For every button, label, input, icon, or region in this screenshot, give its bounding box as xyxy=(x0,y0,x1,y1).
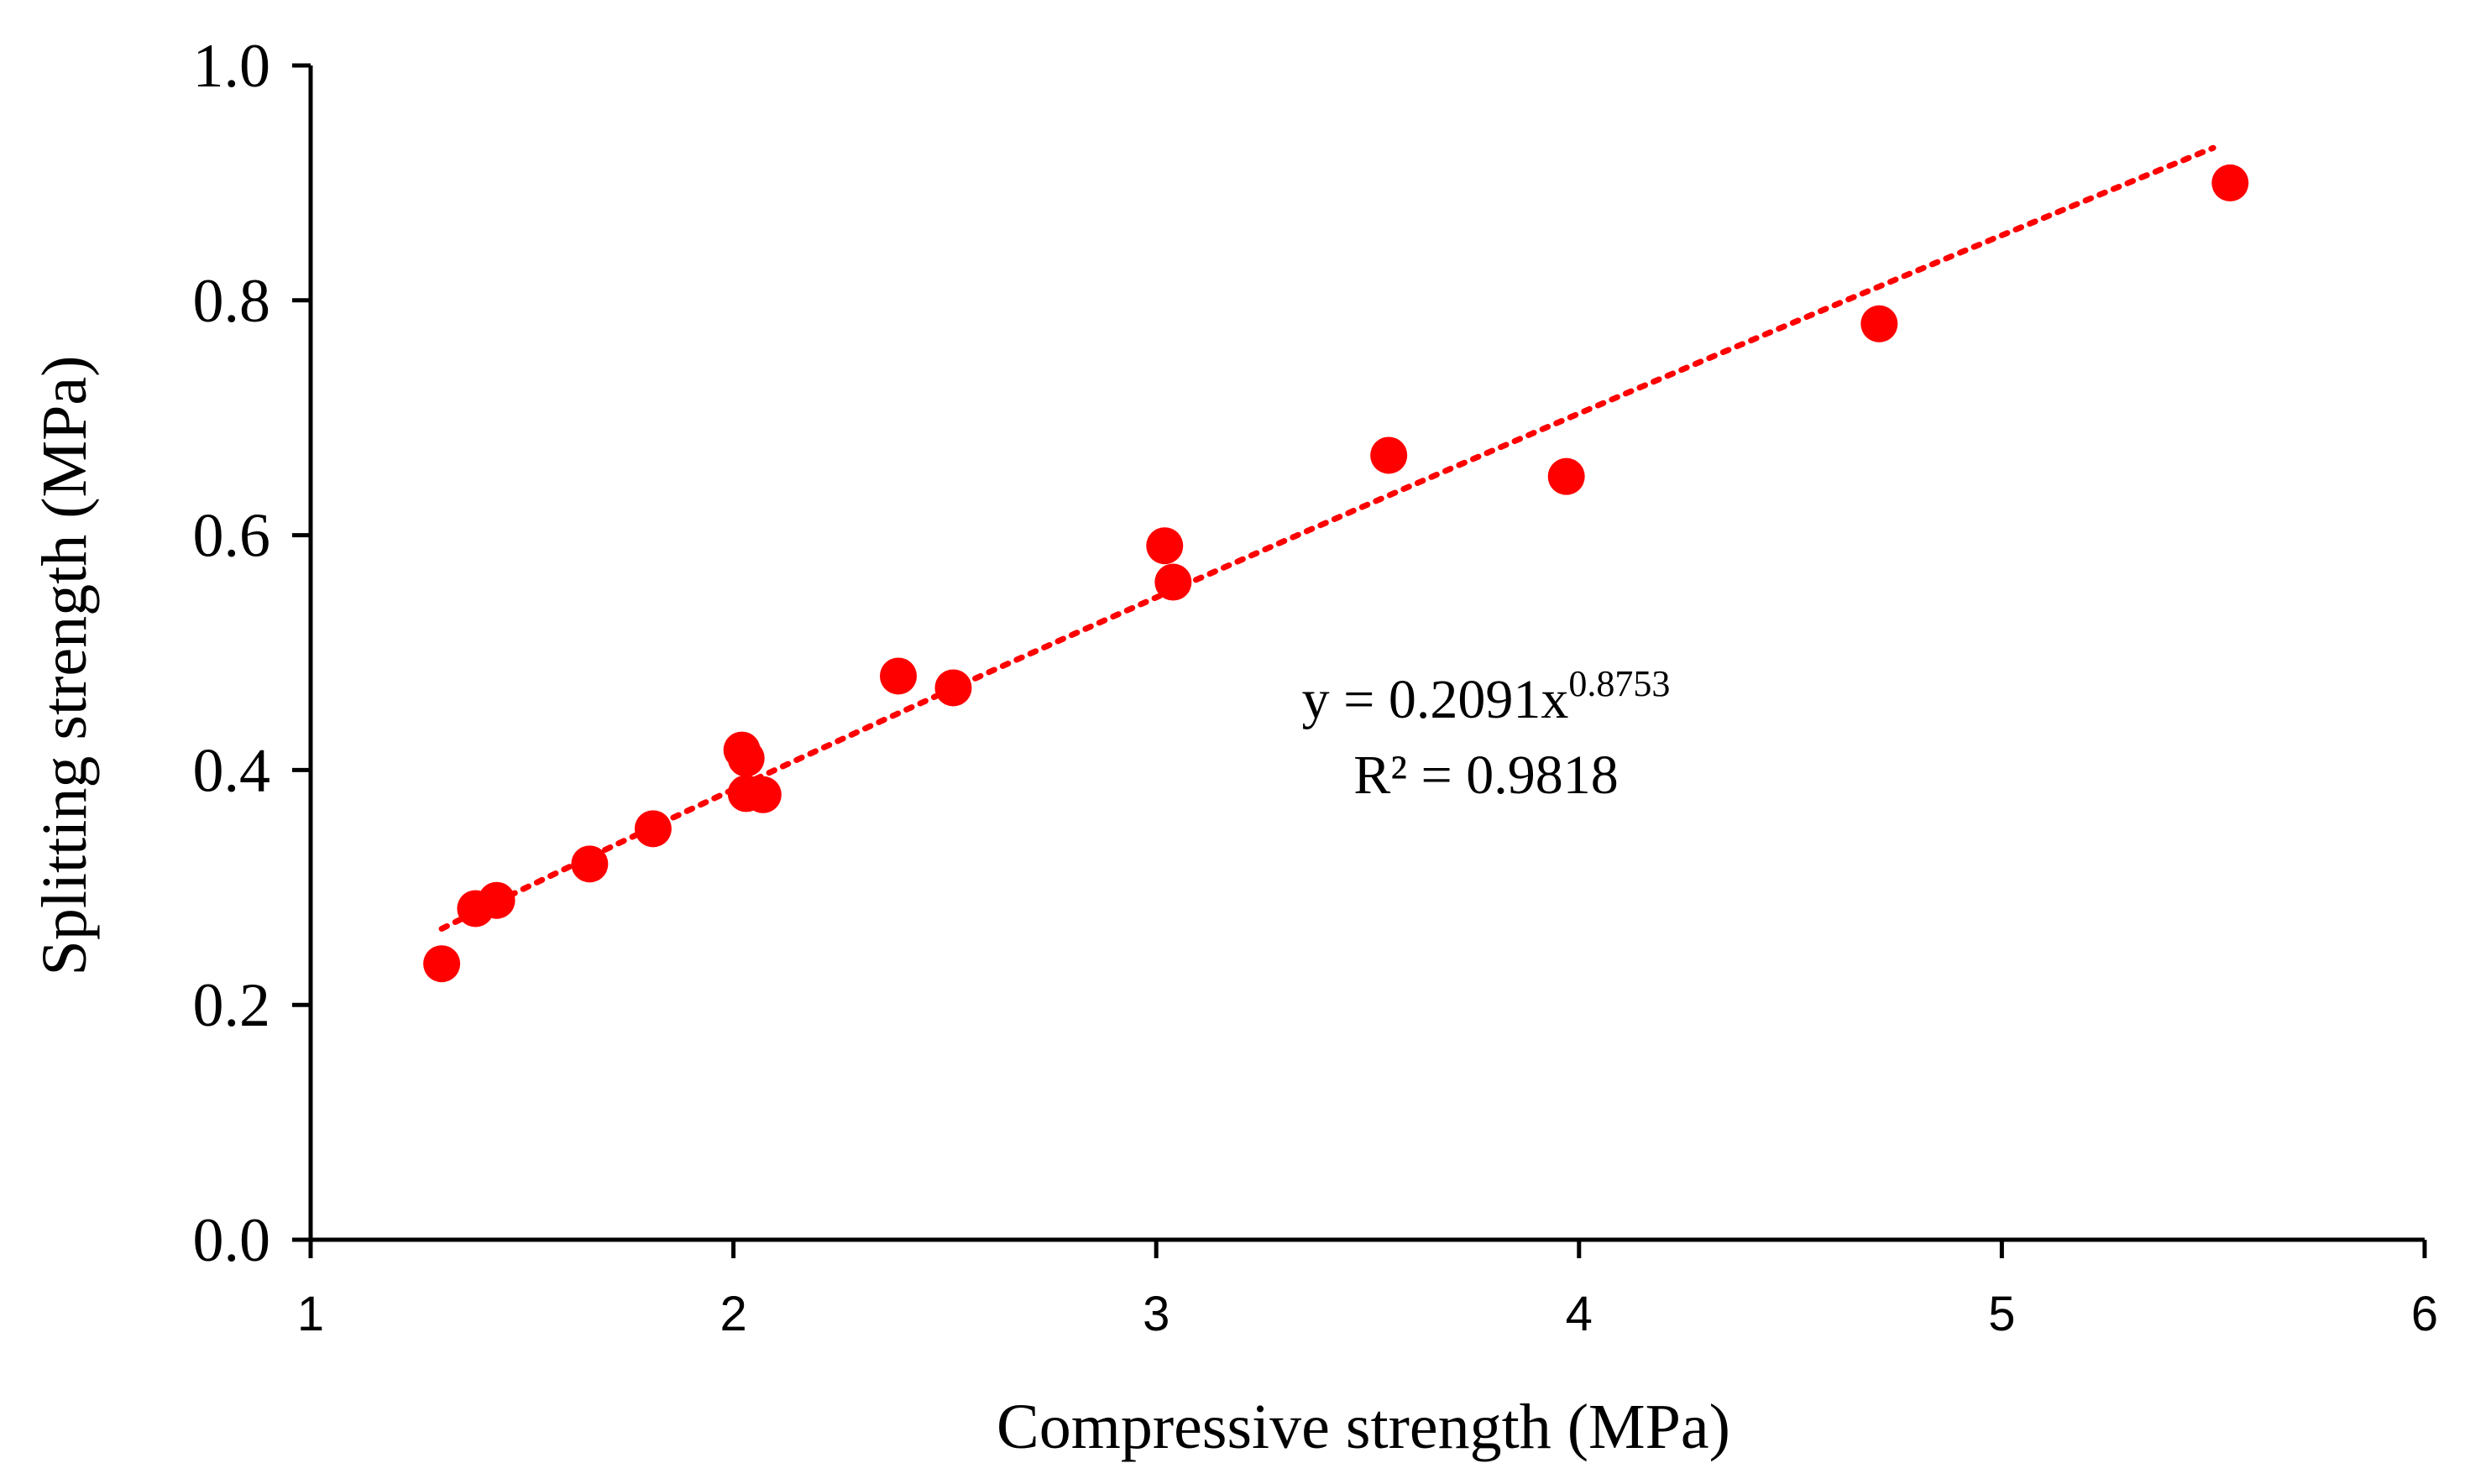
y-axis-ticks: 0.0 0.2 0.4 0.6 0.8 1.0 xyxy=(193,32,311,1275)
data-point xyxy=(2211,164,2249,201)
data-point xyxy=(880,657,918,695)
x-axis-ticks: 1 2 3 4 5 6 xyxy=(297,1240,2438,1341)
x-tick-label: 1 xyxy=(297,1287,324,1341)
data-point xyxy=(1146,527,1184,565)
y-tick-label: 0.2 xyxy=(193,971,271,1040)
data-point xyxy=(727,739,765,777)
data-points-group xyxy=(423,164,2249,983)
data-point xyxy=(571,845,609,883)
y-tick-label: 0.6 xyxy=(193,502,271,571)
equation-prefix: y = 0.2091x xyxy=(1302,669,1569,730)
x-tick-label: 5 xyxy=(1988,1287,2015,1341)
y-axis-title: Splitting strength (MPa) xyxy=(29,356,100,976)
power-trendline xyxy=(438,144,2216,932)
y-tick-label: 0.0 xyxy=(193,1206,271,1275)
x-tick-label: 3 xyxy=(1143,1287,1169,1341)
data-point xyxy=(634,810,672,848)
data-point xyxy=(1154,563,1192,601)
data-point xyxy=(934,669,972,707)
data-point xyxy=(1860,305,1898,342)
trendline-equation: y = 0.2091x0.8753 xyxy=(1302,663,1671,730)
x-axis-title: Compressive strength (MPa) xyxy=(997,1392,1730,1462)
r-squared-label: R² = 0.9818 xyxy=(1353,745,1619,806)
data-point xyxy=(423,945,461,983)
x-tick-label: 2 xyxy=(719,1287,746,1341)
y-tick-label: 1.0 xyxy=(193,32,271,101)
data-point xyxy=(478,881,515,919)
y-tick-label: 0.8 xyxy=(193,267,271,336)
data-point xyxy=(744,776,782,813)
equation-exponent: 0.8753 xyxy=(1568,663,1670,704)
x-tick-label: 4 xyxy=(1566,1287,1593,1341)
data-point xyxy=(1547,457,1585,495)
trendline-group xyxy=(438,144,2216,932)
y-tick-label: 0.4 xyxy=(193,736,271,805)
x-tick-label: 6 xyxy=(2411,1287,2438,1341)
data-point xyxy=(1370,436,1408,474)
